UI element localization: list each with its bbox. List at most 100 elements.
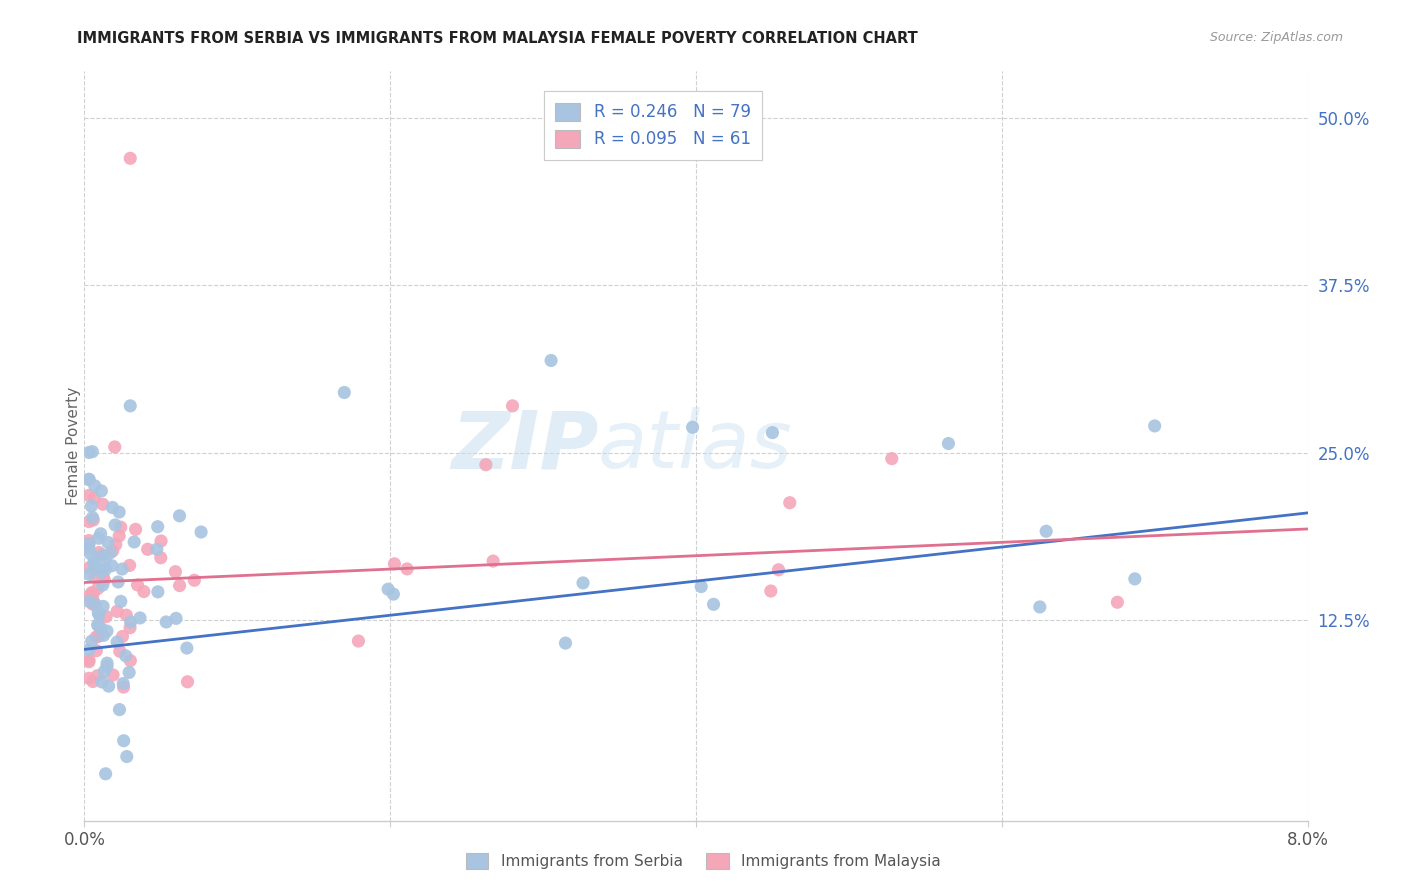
Point — [779, 496, 801, 510]
Point — [91, 548, 114, 562]
Point — [1123, 572, 1146, 586]
Point — [384, 557, 406, 571]
Point — [105, 604, 128, 618]
Point — [333, 385, 356, 400]
Point — [110, 594, 132, 608]
Point — [77, 533, 100, 548]
Point — [502, 399, 524, 413]
Point — [91, 497, 114, 511]
Point — [82, 597, 104, 611]
Point — [150, 534, 173, 549]
Point — [176, 674, 198, 689]
Point — [127, 578, 149, 592]
Point — [176, 641, 198, 656]
Point — [690, 580, 713, 594]
Point — [94, 767, 117, 781]
Point — [90, 483, 112, 498]
Point — [80, 634, 103, 648]
Point — [94, 553, 117, 567]
Point — [149, 550, 172, 565]
Point — [115, 608, 138, 623]
Point — [77, 536, 100, 550]
Point — [77, 488, 100, 502]
Point — [91, 599, 114, 614]
Point — [77, 515, 100, 529]
Point — [87, 619, 110, 633]
Y-axis label: Female Poverty: Female Poverty — [66, 387, 80, 505]
Point — [377, 582, 399, 597]
Point — [105, 635, 128, 649]
Point — [768, 563, 790, 577]
Point — [77, 589, 100, 603]
Point — [84, 598, 107, 612]
Point — [93, 628, 115, 642]
Point — [136, 542, 159, 557]
Point — [83, 491, 105, 506]
Point — [122, 535, 145, 549]
Point — [108, 505, 131, 519]
Point — [77, 536, 100, 550]
Point — [111, 562, 134, 576]
Point — [98, 546, 121, 560]
Point — [87, 545, 110, 559]
Text: Source: ZipAtlas.com: Source: ZipAtlas.com — [1209, 31, 1343, 45]
Point — [77, 643, 100, 657]
Point — [77, 561, 100, 575]
Legend: Immigrants from Serbia, Immigrants from Malaysia: Immigrants from Serbia, Immigrants from … — [460, 847, 946, 875]
Point — [111, 630, 134, 644]
Point — [82, 444, 104, 458]
Point — [540, 353, 562, 368]
Point — [129, 611, 152, 625]
Point — [83, 554, 105, 568]
Point — [91, 569, 114, 583]
Point — [146, 584, 169, 599]
Point — [77, 541, 100, 556]
Point — [93, 665, 115, 679]
Point — [101, 500, 124, 515]
Point — [112, 676, 135, 690]
Point — [87, 582, 110, 596]
Point — [77, 655, 100, 669]
Point — [115, 749, 138, 764]
Point — [759, 584, 782, 599]
Point — [96, 624, 118, 638]
Point — [87, 531, 110, 545]
Point — [77, 567, 100, 582]
Point — [77, 472, 100, 486]
Point — [91, 578, 114, 592]
Point — [83, 556, 105, 570]
Point — [90, 526, 112, 541]
Point — [146, 519, 169, 533]
Point — [880, 451, 903, 466]
Point — [104, 440, 127, 454]
Point — [77, 445, 100, 459]
Legend: R = 0.246   N = 79, R = 0.095   N = 61: R = 0.246 N = 79, R = 0.095 N = 61 — [544, 91, 762, 160]
Point — [93, 573, 115, 587]
Point — [86, 669, 108, 683]
Point — [572, 575, 595, 590]
Point — [96, 659, 118, 673]
Point — [77, 472, 100, 486]
Point — [104, 538, 127, 552]
Text: atlas: atlas — [598, 407, 793, 485]
Point — [96, 656, 118, 670]
Point — [91, 675, 114, 690]
Point — [1143, 419, 1166, 434]
Point — [97, 535, 120, 549]
Point — [83, 479, 105, 493]
Point — [87, 629, 110, 643]
Point — [396, 562, 419, 576]
Point — [108, 703, 131, 717]
Point — [101, 544, 124, 558]
Point — [183, 574, 205, 588]
Point — [169, 508, 191, 523]
Point — [114, 648, 136, 663]
Point — [1029, 599, 1052, 614]
Point — [112, 680, 135, 694]
Point — [118, 558, 141, 573]
Point — [120, 399, 142, 413]
Point — [120, 615, 142, 629]
Point — [80, 499, 103, 513]
Point — [1035, 524, 1057, 539]
Point — [112, 733, 135, 747]
